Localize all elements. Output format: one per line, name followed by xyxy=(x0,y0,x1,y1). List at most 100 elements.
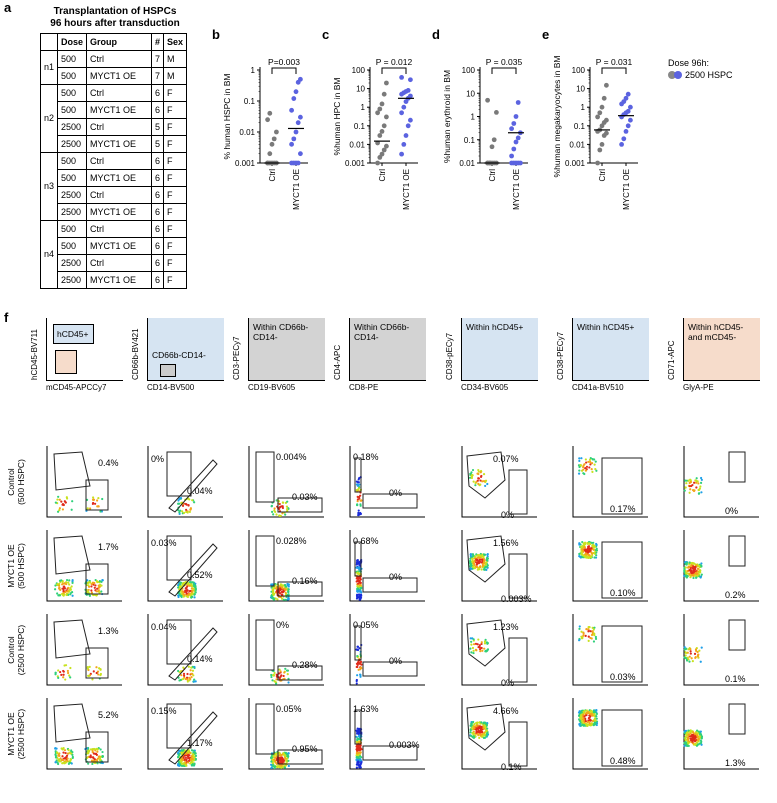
gate xyxy=(255,619,275,671)
facs-plot: 0.04% 0.14% xyxy=(147,614,223,686)
facs-dot xyxy=(357,576,360,580)
gate-percentage: 0.03% xyxy=(151,538,177,548)
gating-x-label: CD19-BV605 xyxy=(248,383,296,392)
table-cell: MYCT1 OE xyxy=(86,237,153,255)
facs-dot xyxy=(357,593,361,596)
facs-dot xyxy=(274,510,277,513)
facs-dot xyxy=(486,482,489,486)
facs-dot xyxy=(93,747,96,751)
facs-axes xyxy=(683,698,759,770)
gate xyxy=(255,703,275,755)
facs-dot xyxy=(477,729,480,732)
facs-dot xyxy=(280,505,283,508)
facs-dot xyxy=(479,471,482,474)
facs-dot xyxy=(480,730,484,733)
facs-dot xyxy=(357,668,360,671)
gate-percentage: 1.17% xyxy=(187,738,213,748)
panel-a-title: Transplantation of HSPCs 96 hours after … xyxy=(40,6,190,30)
facs-dot xyxy=(287,759,290,762)
table-cell: 2500 xyxy=(57,186,88,204)
facs-dot xyxy=(93,581,96,585)
facs-dot xyxy=(284,667,287,670)
table-row: 2500 MYCT1 OE 6 F xyxy=(41,271,188,289)
facs-dot xyxy=(357,756,360,759)
gating-title: Within hCD45- and mCD45- xyxy=(688,322,744,342)
facs-dot xyxy=(591,719,594,723)
chart-panel-label: b xyxy=(212,27,220,42)
facs-dot xyxy=(474,561,478,564)
facs-dot xyxy=(283,671,286,674)
y-tick-label: 0.001 xyxy=(235,159,256,168)
facs-dot xyxy=(591,626,594,629)
facs-dot xyxy=(186,672,189,676)
gating-title: Within CD66b- CD14- xyxy=(253,322,309,342)
facs-plot: 0.17% xyxy=(572,446,648,518)
facs-dot xyxy=(59,757,62,760)
gate-percentage: 1.23% xyxy=(493,622,519,632)
facs-axes xyxy=(248,614,324,686)
facs-axes xyxy=(461,446,537,518)
facs-dot xyxy=(590,712,593,716)
oe-point xyxy=(401,142,407,147)
facs-axes xyxy=(248,446,324,518)
facs-dot xyxy=(66,752,70,755)
facs-dot xyxy=(270,766,273,769)
facs-dot xyxy=(359,499,362,502)
facs-dot xyxy=(71,500,74,503)
table-cell: 2500 xyxy=(57,271,88,289)
facs-dot xyxy=(582,632,585,636)
facs-dot xyxy=(273,671,276,675)
facs-dot xyxy=(588,458,592,462)
facs-dot xyxy=(189,761,193,764)
scatter-charts: b 0.001 0.01 0.1 1 % human HSPC in BM P=0.003 C… xyxy=(212,27,638,210)
ctrl-point xyxy=(599,104,605,110)
facs-dot xyxy=(65,582,68,586)
gate xyxy=(255,535,275,587)
table-row: 500 MYCT1 OE 6 F xyxy=(41,169,188,187)
table-cell: 2500 xyxy=(57,118,88,136)
table-cell: Ctrl xyxy=(86,152,153,170)
facs-dot xyxy=(67,593,70,597)
facs-dot xyxy=(479,475,483,479)
oe-point xyxy=(298,114,303,120)
facs-dot xyxy=(585,548,588,551)
facs-dot xyxy=(356,571,359,574)
gate xyxy=(166,619,192,665)
facs-dot xyxy=(89,748,93,751)
ctrl-point xyxy=(491,137,497,143)
facs-dot xyxy=(283,766,287,769)
facs-dot xyxy=(90,759,94,762)
facs-dot xyxy=(480,641,483,644)
facs-dot xyxy=(480,642,483,646)
facs-dot xyxy=(480,555,484,558)
gate xyxy=(362,661,418,677)
facs-dot xyxy=(356,579,360,582)
facs-dot xyxy=(474,484,477,487)
facs-dot xyxy=(683,646,686,649)
facs-dot xyxy=(276,598,279,601)
gate-percentage: 0.05% xyxy=(353,620,379,630)
facs-dot xyxy=(64,664,68,667)
gating-x-label: GlyA-PE xyxy=(683,383,714,392)
facs-dot xyxy=(286,598,289,601)
facs-dot xyxy=(180,758,183,761)
table-cell: 6 xyxy=(151,152,165,170)
facs-dot xyxy=(357,513,360,517)
facs-dot xyxy=(483,553,486,557)
oe-point xyxy=(518,160,523,166)
table-cell: 6 xyxy=(151,169,165,187)
facs-dot xyxy=(278,668,281,671)
table-cell: 5 xyxy=(151,118,165,136)
legend-entry: 2500 HSPC xyxy=(668,70,733,80)
gate xyxy=(85,479,109,511)
facs-dot xyxy=(589,460,592,464)
facs-dot xyxy=(483,568,486,571)
gating-x-label: mCD45-APCCy7 xyxy=(46,383,107,392)
gating-plot: Within hCD45- and mCD45- xyxy=(683,318,760,381)
facs-dot xyxy=(595,469,598,472)
facs-dot xyxy=(60,673,63,677)
facs-dot xyxy=(471,732,474,735)
facs-dot xyxy=(693,481,696,484)
oe-point xyxy=(408,117,413,123)
facs-dot xyxy=(582,464,585,467)
